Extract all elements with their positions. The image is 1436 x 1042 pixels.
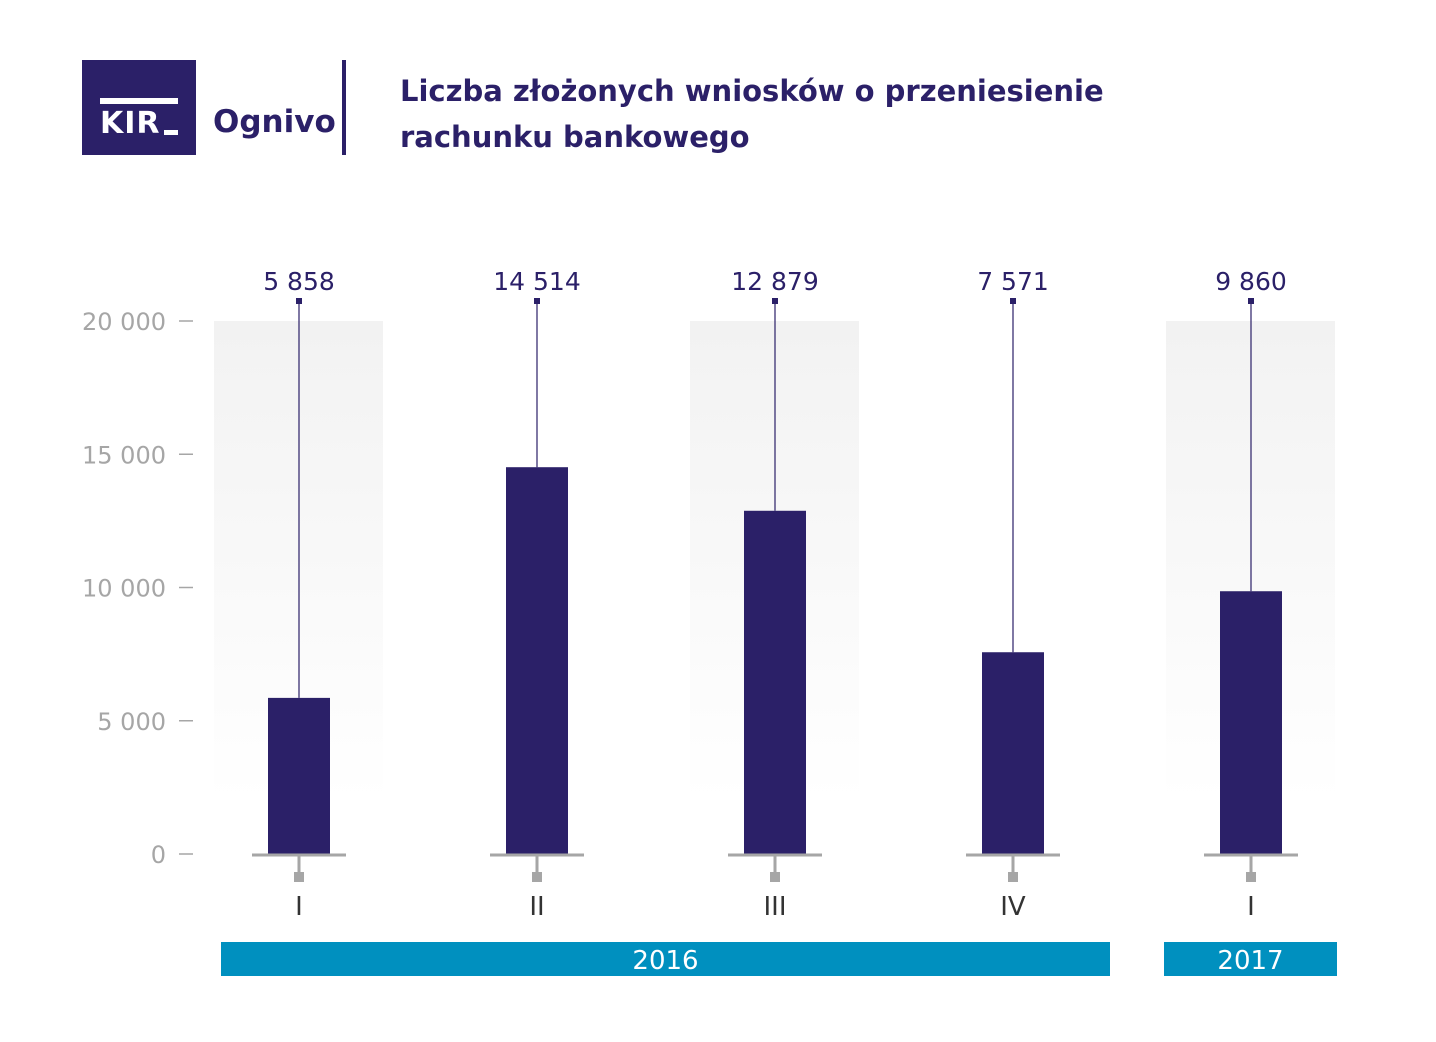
brand-name: Ognivo: [213, 104, 336, 140]
year-label: 2016: [632, 946, 698, 976]
y-tick-label: 0: [151, 841, 166, 869]
chart-title: Liczba złożonych wniosków o przeniesieni…: [400, 68, 1160, 160]
y-tick-label: 10 000: [82, 575, 166, 603]
year-label: 2017: [1217, 946, 1283, 976]
data-label: 5 858: [263, 267, 335, 296]
kir-logo: KIR: [82, 60, 196, 155]
x-tick-square: [294, 872, 304, 882]
data-label: 12 879: [731, 267, 818, 296]
title-line-1: Liczba złożonych wniosków o przeniesieni…: [400, 74, 1104, 108]
data-label: 7 571: [977, 267, 1049, 296]
leader-dot: [1248, 298, 1254, 304]
data-label: 9 860: [1215, 267, 1287, 296]
x-tick-square: [1008, 872, 1018, 882]
leader-dot: [1010, 298, 1016, 304]
bar: [982, 652, 1044, 854]
leader-dot: [772, 298, 778, 304]
leader-dot: [534, 298, 540, 304]
y-tick-label: 15 000: [82, 441, 166, 469]
year-band: [1164, 942, 1337, 976]
year-band: [221, 942, 1110, 976]
bar: [506, 467, 568, 854]
x-tick-label: III: [763, 892, 786, 922]
bar: [268, 697, 330, 854]
x-tick-square: [1246, 872, 1256, 882]
x-tick-label: II: [529, 892, 544, 922]
logo-bar: [100, 98, 178, 104]
y-tick-label: 5 000: [97, 708, 166, 736]
x-tick-label: I: [1247, 892, 1255, 922]
x-tick-label: I: [295, 892, 303, 922]
bar: [1220, 591, 1282, 854]
x-tick-square: [532, 872, 542, 882]
y-tick-label: 20 000: [82, 308, 166, 336]
header-divider: [342, 60, 346, 155]
logo-text: KIR: [100, 106, 161, 141]
leader-dot: [296, 298, 302, 304]
title-line-2: rachunku bankowego: [400, 120, 750, 154]
bar: [744, 510, 806, 854]
x-tick-label: IV: [1000, 892, 1026, 922]
x-tick-square: [770, 872, 780, 882]
data-label: 14 514: [493, 267, 580, 296]
logo-underscore: [164, 130, 178, 135]
